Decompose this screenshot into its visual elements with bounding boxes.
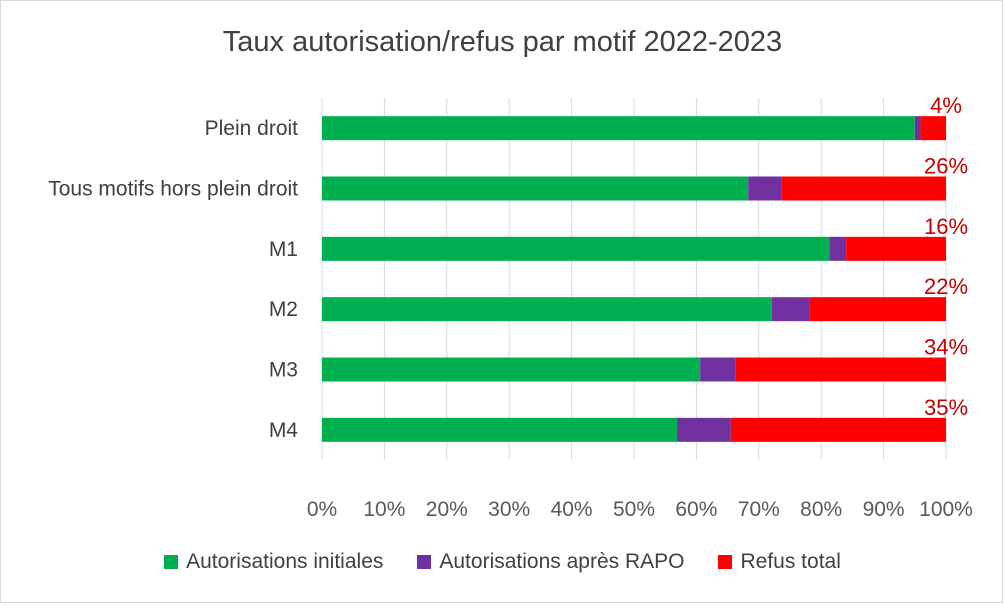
category-label: Plein droit — [205, 117, 299, 140]
bar-segment — [322, 417, 678, 442]
bar-segment — [322, 357, 701, 382]
bar-segment — [700, 357, 736, 382]
data-label: 16% — [924, 214, 968, 239]
bar-segment — [914, 116, 921, 141]
legend-label-refus: Refus total — [740, 550, 841, 573]
x-tick-label: 90% — [863, 498, 905, 521]
bar-segment — [322, 236, 830, 261]
bar-segment — [677, 417, 731, 442]
legend-swatch-refus — [718, 555, 733, 569]
legend-swatch-initiales — [164, 555, 179, 569]
bar-segment — [829, 236, 847, 261]
legend-swatch-rapo — [417, 555, 432, 569]
x-tick-label: 30% — [488, 498, 530, 521]
legend-label-rapo: Autorisations après RAPO — [439, 550, 685, 573]
x-tick-label: 20% — [426, 498, 468, 521]
chart-title: Taux autorisation/refus par motif 2022-2… — [222, 26, 783, 58]
bar-segment — [735, 357, 946, 382]
data-label: 34% — [924, 335, 968, 360]
category-label: M2 — [269, 298, 298, 321]
data-label: 22% — [924, 274, 968, 299]
x-tick-label: 0% — [307, 498, 337, 521]
bar-segment — [920, 116, 946, 141]
category-label: M1 — [269, 238, 298, 261]
data-label: 26% — [924, 154, 968, 179]
bar-segment — [730, 417, 946, 442]
bar-segment — [771, 297, 810, 322]
category-label: M4 — [269, 419, 298, 442]
bar-segment — [781, 176, 946, 201]
category-label: Tous motifs hors plein droit — [48, 178, 298, 201]
legend-item-refus: Refus total — [718, 550, 841, 574]
bar-segment — [322, 116, 915, 141]
bar-segment — [809, 297, 946, 322]
bar-segment — [322, 176, 749, 201]
category-label: M3 — [269, 359, 298, 382]
legend-item-rapo: Autorisations après RAPO — [417, 550, 684, 574]
x-tick-label: 50% — [613, 498, 655, 521]
x-tick-label: 70% — [738, 498, 780, 521]
x-tick-label: 100% — [919, 498, 973, 521]
x-tick-label: 80% — [800, 498, 842, 521]
bar-segment — [322, 297, 772, 322]
chart-legend: Autorisations initiales Autorisations ap… — [0, 550, 1005, 574]
x-tick-label: 40% — [551, 498, 593, 521]
bar-segment — [846, 236, 946, 261]
data-label: 4% — [930, 93, 962, 118]
x-tick-label: 10% — [363, 498, 405, 521]
x-tick-label: 60% — [675, 498, 717, 521]
legend-item-initiales: Autorisations initiales — [164, 550, 383, 574]
legend-label-initiales: Autorisations initiales — [186, 550, 384, 573]
bar-segment — [748, 176, 782, 201]
data-label: 35% — [924, 395, 968, 420]
